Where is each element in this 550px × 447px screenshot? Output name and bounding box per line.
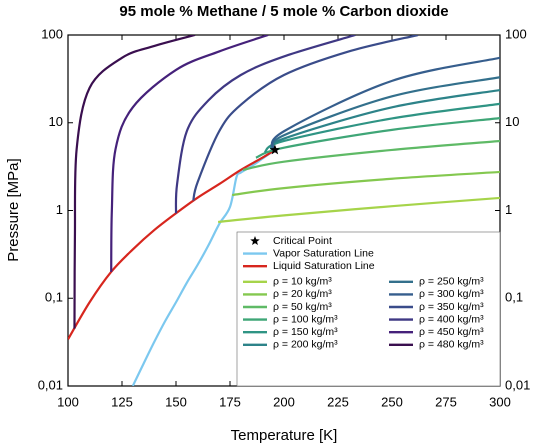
y-tick-label-right: 1: [505, 202, 512, 217]
legend-label: ρ = 480 kg/m³: [419, 339, 484, 351]
series-line: [110, 35, 269, 272]
legend-label: Vapor Saturation Line: [273, 247, 374, 259]
x-tick-label: 250: [381, 394, 403, 409]
y-tick-label: 1: [56, 202, 63, 217]
series-line: [242, 139, 500, 172]
x-tick-label: 275: [435, 394, 457, 409]
legend-label: ρ = 10 kg/m³: [273, 276, 332, 288]
x-tick-label: 225: [327, 394, 349, 409]
y-tick-label: 100: [41, 26, 63, 41]
x-axis-label: Temperature [K]: [231, 427, 338, 444]
x-tick-label: 100: [57, 394, 79, 409]
series-line: [263, 102, 500, 154]
legend-label: ρ = 200 kg/m³: [273, 339, 338, 351]
x-tick-label: 150: [165, 394, 187, 409]
series-line: [218, 196, 500, 224]
legend-label: ρ = 350 kg/m³: [419, 301, 484, 313]
series-line: [270, 56, 500, 151]
y-tick-label-right: 0,01: [505, 377, 530, 392]
plot-area: [68, 35, 500, 386]
legend-label: ρ = 250 kg/m³: [419, 276, 484, 288]
y-tick-label: 10: [49, 114, 63, 129]
y-tick-label-right: 0,1: [505, 290, 523, 305]
legend-label: ρ = 150 kg/m³: [273, 326, 338, 338]
series-line: [68, 148, 276, 340]
y-tick-label: 0,01: [38, 377, 63, 392]
legend-label: ρ = 450 kg/m³: [419, 326, 484, 338]
x-tick-label: 200: [273, 394, 295, 409]
legend-box: [236, 231, 501, 387]
series-line: [271, 76, 500, 151]
legend-label: ρ = 50 kg/m³: [273, 301, 332, 313]
y-tick-label-right: 100: [505, 26, 527, 41]
data-point: [269, 144, 281, 155]
x-tick-label: 125: [111, 394, 133, 409]
series-line: [232, 170, 500, 197]
legend-label: ρ = 300 kg/m³: [419, 288, 484, 300]
chart-title: 95 mole % Methane / 5 mole % Carbon diox…: [119, 3, 448, 20]
y-axis-label: Pressure [MPa]: [5, 158, 22, 261]
legend-label: Liquid Saturation Line: [273, 260, 375, 272]
legend-marker: [250, 236, 260, 246]
x-tick-label: 300: [489, 394, 511, 409]
y-tick-label-right: 10: [505, 114, 519, 129]
legend-label: Critical Point: [273, 235, 332, 247]
legend-label: ρ = 20 kg/m³: [273, 288, 332, 300]
series-line: [255, 116, 500, 159]
x-tick-label: 175: [219, 394, 241, 409]
y-tick-label: 0,1: [45, 290, 63, 305]
series-line: [192, 35, 419, 201]
series-line: [174, 35, 356, 214]
legend-label: ρ = 400 kg/m³: [419, 313, 484, 325]
series-line: [73, 35, 196, 329]
legend-label: ρ = 100 kg/m³: [273, 313, 338, 325]
